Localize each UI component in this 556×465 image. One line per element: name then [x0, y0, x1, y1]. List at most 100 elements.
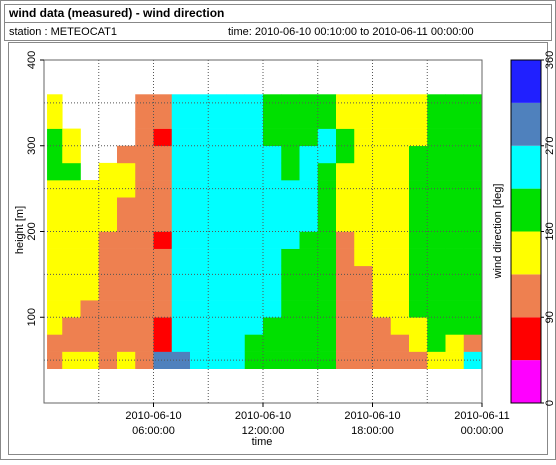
cell [427, 317, 446, 335]
cell [171, 94, 191, 112]
cell [244, 334, 264, 352]
cell [153, 128, 173, 147]
cell [117, 300, 136, 318]
y-tick-label: 100 [26, 308, 38, 326]
cell [354, 180, 373, 198]
cell [372, 282, 392, 301]
cell [244, 248, 264, 267]
cell [427, 265, 446, 284]
cell [190, 282, 209, 301]
cell [135, 248, 154, 267]
cell [354, 300, 373, 318]
cell [226, 300, 246, 318]
cell [171, 248, 191, 267]
cell [463, 128, 483, 147]
cell [317, 214, 337, 232]
cell [317, 282, 337, 301]
cell [226, 197, 246, 215]
cell [409, 265, 428, 284]
cell [153, 94, 173, 112]
cell [390, 282, 410, 301]
cell [153, 248, 173, 267]
cell [281, 214, 300, 232]
cell [263, 282, 282, 301]
cell [336, 162, 355, 181]
cell [47, 180, 63, 198]
cell [117, 214, 136, 232]
x-axis-label: time [252, 436, 273, 448]
cell [244, 282, 264, 301]
cell [354, 128, 373, 147]
cell [153, 300, 173, 318]
y-axis-label: height [m] [14, 206, 26, 254]
cell [98, 248, 118, 267]
cell [98, 180, 118, 198]
cell [153, 145, 173, 164]
cell [390, 265, 410, 284]
cell [153, 231, 173, 249]
cell [372, 231, 392, 249]
cell [190, 334, 209, 352]
cell [409, 214, 428, 232]
cell [372, 145, 392, 164]
cell [281, 162, 300, 181]
cell [281, 231, 300, 249]
cell [208, 94, 227, 112]
cell [409, 334, 428, 352]
y-tick-label: 300 [26, 137, 38, 155]
cell [47, 128, 63, 147]
cell [171, 111, 191, 129]
cell [463, 317, 483, 335]
cell [208, 231, 227, 249]
cell [263, 162, 282, 181]
cell [463, 197, 483, 215]
cell [190, 94, 209, 112]
cell [445, 265, 465, 284]
y-tick-label: 400 [26, 51, 38, 69]
cell [135, 162, 154, 181]
cell [354, 231, 373, 249]
cell [98, 214, 118, 232]
cell [208, 265, 227, 284]
cell [208, 111, 227, 129]
cell [117, 231, 136, 249]
cell [409, 94, 428, 112]
cell [98, 334, 118, 352]
cell [463, 111, 483, 129]
cell [47, 334, 63, 352]
cell [354, 282, 373, 301]
cell [299, 111, 319, 129]
cell [244, 197, 264, 215]
cell [171, 265, 191, 284]
cell [244, 214, 264, 232]
x-tick-label-line: 2010-06-10 [235, 410, 291, 422]
cell [463, 300, 483, 318]
cell [445, 128, 465, 147]
cell [226, 111, 246, 129]
cell [117, 351, 136, 369]
info-bar [4, 22, 552, 41]
cell [281, 334, 300, 352]
cell [445, 351, 465, 369]
cell [62, 145, 81, 164]
cell [299, 231, 319, 249]
cell [354, 265, 373, 284]
cell [208, 282, 227, 301]
cell [226, 317, 246, 335]
cell [62, 128, 81, 147]
cell [336, 300, 355, 318]
cell [80, 282, 100, 301]
cell [390, 162, 410, 181]
cell [390, 145, 410, 164]
cell [336, 214, 355, 232]
cell [372, 300, 392, 318]
cell [281, 282, 300, 301]
cell [409, 162, 428, 181]
cell [445, 145, 465, 164]
cell [354, 351, 373, 369]
cell [226, 351, 246, 369]
cell [445, 180, 465, 198]
cell [47, 145, 63, 164]
cell [190, 214, 209, 232]
cell [445, 94, 465, 112]
